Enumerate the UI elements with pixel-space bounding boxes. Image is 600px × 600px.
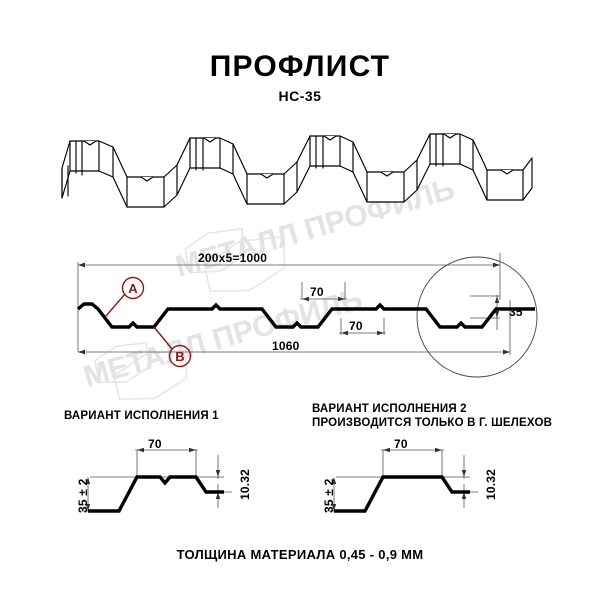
page-title: ПРОФЛИСТ	[209, 50, 391, 83]
variant-2-dimension-flange: 70	[394, 437, 408, 451]
marker-label-b: B	[175, 349, 184, 364]
dimension-top-flange: 70	[310, 285, 324, 299]
variant-1-caption: ВАРИАНТ ИСПОЛНЕНИЯ 1	[64, 409, 219, 423]
dimension-overall-width: 1060	[272, 339, 300, 353]
dimension-overall-pitch: 200x5=1000	[198, 251, 268, 265]
material-thickness-note: ТОЛЩИНА МАТЕРИАЛА 0,45 - 0,9 ММ	[176, 547, 424, 562]
dimension-bottom-flange: 70	[349, 319, 363, 333]
variant-2-caption-line1: ВАРИАНТ ИСПОЛНЕНИЯ 2	[312, 403, 467, 415]
variant-2-caption: ВАРИАНТ ИСПОЛНЕНИЯ 2 ПРОИЗВОДИТСЯ ТОЛЬКО…	[312, 402, 552, 430]
page-subtitle: НС-35	[278, 88, 322, 104]
variant-2-caption-line2: ПРОИЗВОДИТСЯ ТОЛЬКО В Г. ШЕЛЕХОВ	[312, 417, 553, 429]
dimension-profile-height: 35	[509, 305, 523, 319]
detail-zoom-circle	[416, 256, 538, 378]
variant-1-dimension-flange: 70	[148, 437, 162, 451]
variant-1-caption-line1: ВАРИАНТ ИСПОЛНЕНИЯ 1	[64, 410, 219, 422]
variant-2-dimension-lip: 10.32	[484, 468, 498, 500]
marker-label-a: A	[128, 281, 138, 296]
variant-2-dimension-height: 35 ± 2	[322, 478, 336, 513]
